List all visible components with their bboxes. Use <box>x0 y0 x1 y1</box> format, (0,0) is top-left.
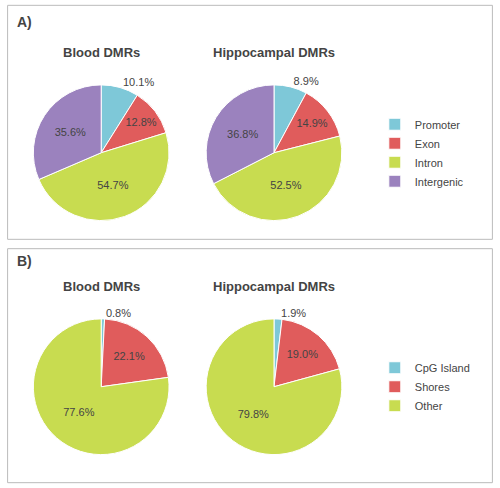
svg-text:B): B) <box>17 253 32 269</box>
svg-text:35.6%: 35.6% <box>55 126 86 138</box>
svg-text:36.8%: 36.8% <box>227 128 258 140</box>
svg-text:77.6%: 77.6% <box>63 406 94 418</box>
svg-text:Intergenic: Intergenic <box>415 176 464 188</box>
svg-text:Hippocampal DMRs: Hippocampal DMRs <box>213 279 335 294</box>
svg-text:A): A) <box>17 14 32 30</box>
svg-text:12.8%: 12.8% <box>125 116 156 128</box>
svg-text:19.0%: 19.0% <box>287 348 318 360</box>
svg-text:Blood DMRs: Blood DMRs <box>63 279 140 294</box>
svg-text:Intron: Intron <box>415 157 443 169</box>
svg-text:8.9%: 8.9% <box>294 75 319 87</box>
svg-text:Blood DMRs: Blood DMRs <box>63 45 140 60</box>
svg-text:54.7%: 54.7% <box>97 179 128 191</box>
svg-text:CpG Island: CpG Island <box>415 362 470 374</box>
svg-text:22.1%: 22.1% <box>113 350 144 362</box>
svg-text:1.9%: 1.9% <box>281 307 306 319</box>
svg-text:14.9%: 14.9% <box>296 117 327 129</box>
svg-text:Hippocampal DMRs: Hippocampal DMRs <box>213 45 335 60</box>
svg-text:Promoter: Promoter <box>415 119 461 131</box>
svg-text:Other: Other <box>415 400 443 412</box>
svg-text:Exon: Exon <box>415 138 440 150</box>
svg-text:0.8%: 0.8% <box>106 307 131 319</box>
svg-text:79.8%: 79.8% <box>238 408 269 420</box>
svg-text:10.1%: 10.1% <box>123 76 154 88</box>
svg-text:Shores: Shores <box>415 381 450 393</box>
svg-text:52.5%: 52.5% <box>270 179 301 191</box>
